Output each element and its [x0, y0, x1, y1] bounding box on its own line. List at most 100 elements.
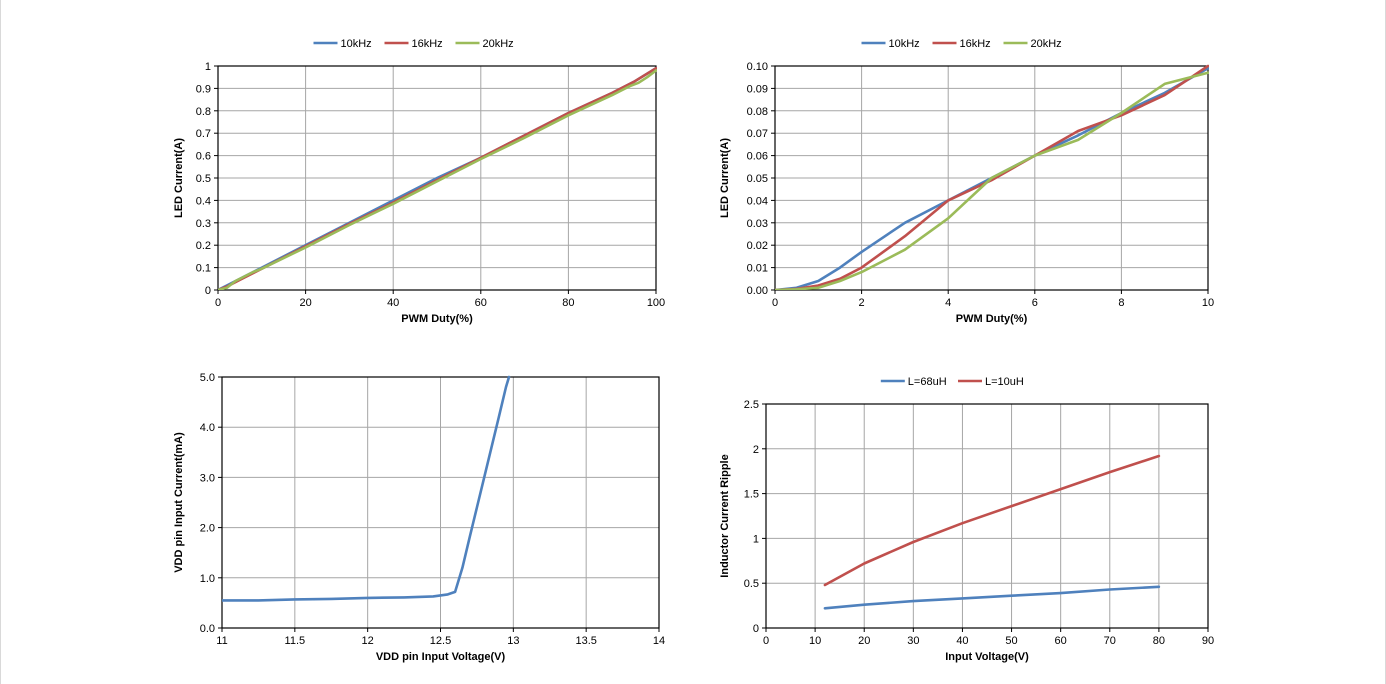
- x-tick-label: 80: [1153, 635, 1165, 647]
- legend-label: L=68uH: [908, 376, 947, 388]
- y-tick-label: 2: [753, 444, 759, 456]
- legend-item: 20kHz: [1003, 38, 1062, 50]
- series-line-20khz: [218, 69, 657, 290]
- x-tick-label: 0: [215, 297, 221, 309]
- y-tick-label: 5.0: [200, 372, 215, 384]
- chart-c4: 0 10 20 30 40 50 60 70 80 90 0 0.5 1 1.5 2 2.5 Input Vol…: [719, 376, 1214, 663]
- y-tick-label: 0.01: [747, 263, 768, 275]
- x-tick-label: 40: [956, 635, 968, 647]
- y-axis-title: VDD pin Input Current(mA): [173, 432, 185, 573]
- x-tick-label: 20: [858, 635, 870, 647]
- x-tick-label: 11: [216, 635, 227, 647]
- x-tick-label: 14: [653, 635, 665, 647]
- x-tick-label: 13: [507, 635, 519, 647]
- y-tick-label: 0.03: [747, 218, 768, 230]
- series-line-20khz: [775, 71, 1209, 290]
- x-tick-label: 0: [772, 297, 778, 309]
- y-tick-label: 0.07: [747, 128, 768, 140]
- x-tick-label: 100: [647, 297, 665, 309]
- y-tick-label: 1.0: [200, 573, 215, 585]
- legend-label: L=10uH: [985, 376, 1024, 388]
- series-line-vdd-current: [222, 375, 511, 602]
- legend-item: 16kHz: [384, 38, 443, 50]
- legend-label: 20kHz: [483, 38, 514, 50]
- x-tick-label: 13.5: [575, 635, 596, 647]
- y-tick-label: 2.0: [200, 523, 215, 535]
- legend-label: 16kHz: [412, 38, 443, 50]
- y-tick-label: 0.09: [747, 83, 768, 95]
- chart-c3: 11 11.5 12 12.5 13 13.5 14 0.0 1.0 2.0 3.0 4.0 5.0 VD…: [173, 372, 665, 663]
- x-tick-label: 4: [945, 297, 951, 309]
- legend-item: 20kHz: [455, 38, 514, 50]
- x-tick-label: 80: [562, 297, 574, 309]
- y-tick-label: 0.05: [747, 173, 768, 185]
- y-tick-label: 0.02: [747, 240, 768, 252]
- legend-item: 10kHz: [313, 38, 372, 50]
- x-axis-title: PWM Duty(%): [401, 313, 473, 325]
- x-tick-label: 11.5: [285, 635, 306, 647]
- y-tick-label: 1.5: [744, 489, 759, 501]
- x-axis-title: Input Voltage(V): [945, 651, 1029, 663]
- y-tick-label: 0.04: [747, 195, 768, 207]
- x-tick-label: 8: [1118, 297, 1124, 309]
- y-axis-title: LED Current(A): [719, 138, 731, 218]
- plot-frame: [765, 403, 1209, 629]
- y-tick-label: 1: [753, 533, 759, 545]
- y-axis-title: LED Current(A): [173, 138, 185, 218]
- x-tick-label: 12.5: [430, 635, 451, 647]
- y-tick-label: 0.8: [196, 106, 211, 118]
- y-tick-label: 0.7: [196, 128, 211, 140]
- chart-c1: 0 20 40 60 80 100 0 0.1 0.2 0.3 0.4 0.5 0.6 0.7 0.8 0.9…: [173, 38, 665, 325]
- y-tick-label: 4.0: [200, 422, 215, 434]
- y-tick-label: 0: [753, 623, 759, 635]
- legend-label: 20kHz: [1031, 38, 1062, 50]
- legend-label: 16kHz: [960, 38, 991, 50]
- x-tick-label: 10: [1202, 297, 1214, 309]
- x-tick-label: 60: [1055, 635, 1067, 647]
- y-tick-label: 0.08: [747, 106, 768, 118]
- y-tick-label: 0.5: [744, 578, 759, 590]
- y-tick-label: 0.10: [747, 61, 768, 73]
- y-tick-label: 0.00: [747, 285, 768, 297]
- x-tick-label: 60: [475, 297, 487, 309]
- legend-item: 16kHz: [932, 38, 991, 50]
- x-tick-label: 30: [907, 635, 919, 647]
- y-tick-label: 0.6: [196, 151, 211, 163]
- y-tick-label: 0.4: [196, 195, 211, 207]
- x-axis-title: PWM Duty(%): [956, 313, 1028, 325]
- series-line-l-68uh: [823, 585, 1161, 610]
- legend-label: 10kHz: [889, 38, 920, 50]
- y-axis-title: Inductor Current Ripple: [719, 454, 731, 577]
- x-tick-label: 12: [362, 635, 374, 647]
- legend-item: L=10uH: [958, 376, 1024, 388]
- x-tick-label: 6: [1032, 297, 1038, 309]
- y-tick-label: 3.0: [200, 472, 215, 484]
- x-tick-label: 70: [1104, 635, 1116, 647]
- legend-label: 10kHz: [341, 38, 372, 50]
- x-tick-label: 0: [763, 635, 769, 647]
- left-border-line: [0, 0, 1, 684]
- y-tick-label: 0.9: [196, 83, 211, 95]
- x-tick-label: 90: [1202, 635, 1214, 647]
- y-tick-label: 0.0: [200, 623, 215, 635]
- x-tick-label: 20: [299, 297, 311, 309]
- x-tick-label: 10: [809, 635, 821, 647]
- legend-item: L=68uH: [880, 376, 947, 388]
- x-tick-label: 40: [387, 297, 399, 309]
- series-line-16khz: [775, 64, 1209, 290]
- series-line-l-10uh: [823, 454, 1161, 587]
- y-tick-label: 0.2: [196, 240, 211, 252]
- y-tick-label: 0.3: [196, 218, 211, 230]
- y-tick-label: 2.5: [744, 399, 759, 411]
- x-tick-label: 2: [859, 297, 865, 309]
- y-tick-label: 0.1: [196, 263, 211, 275]
- y-tick-label: 1: [205, 61, 211, 73]
- y-tick-label: 0.5: [196, 173, 211, 185]
- legend-item: 10kHz: [861, 38, 920, 50]
- x-axis-title: VDD pin Input Voltage(V): [376, 651, 506, 663]
- chart-c2: 0 2 4 6 8 10 0.00 0.01 0.02 0.03 0.04 0.05 0.06 0.07 0…: [719, 38, 1214, 325]
- y-tick-label: 0.06: [747, 151, 768, 163]
- x-tick-label: 50: [1005, 635, 1017, 647]
- y-tick-label: 0: [205, 285, 211, 297]
